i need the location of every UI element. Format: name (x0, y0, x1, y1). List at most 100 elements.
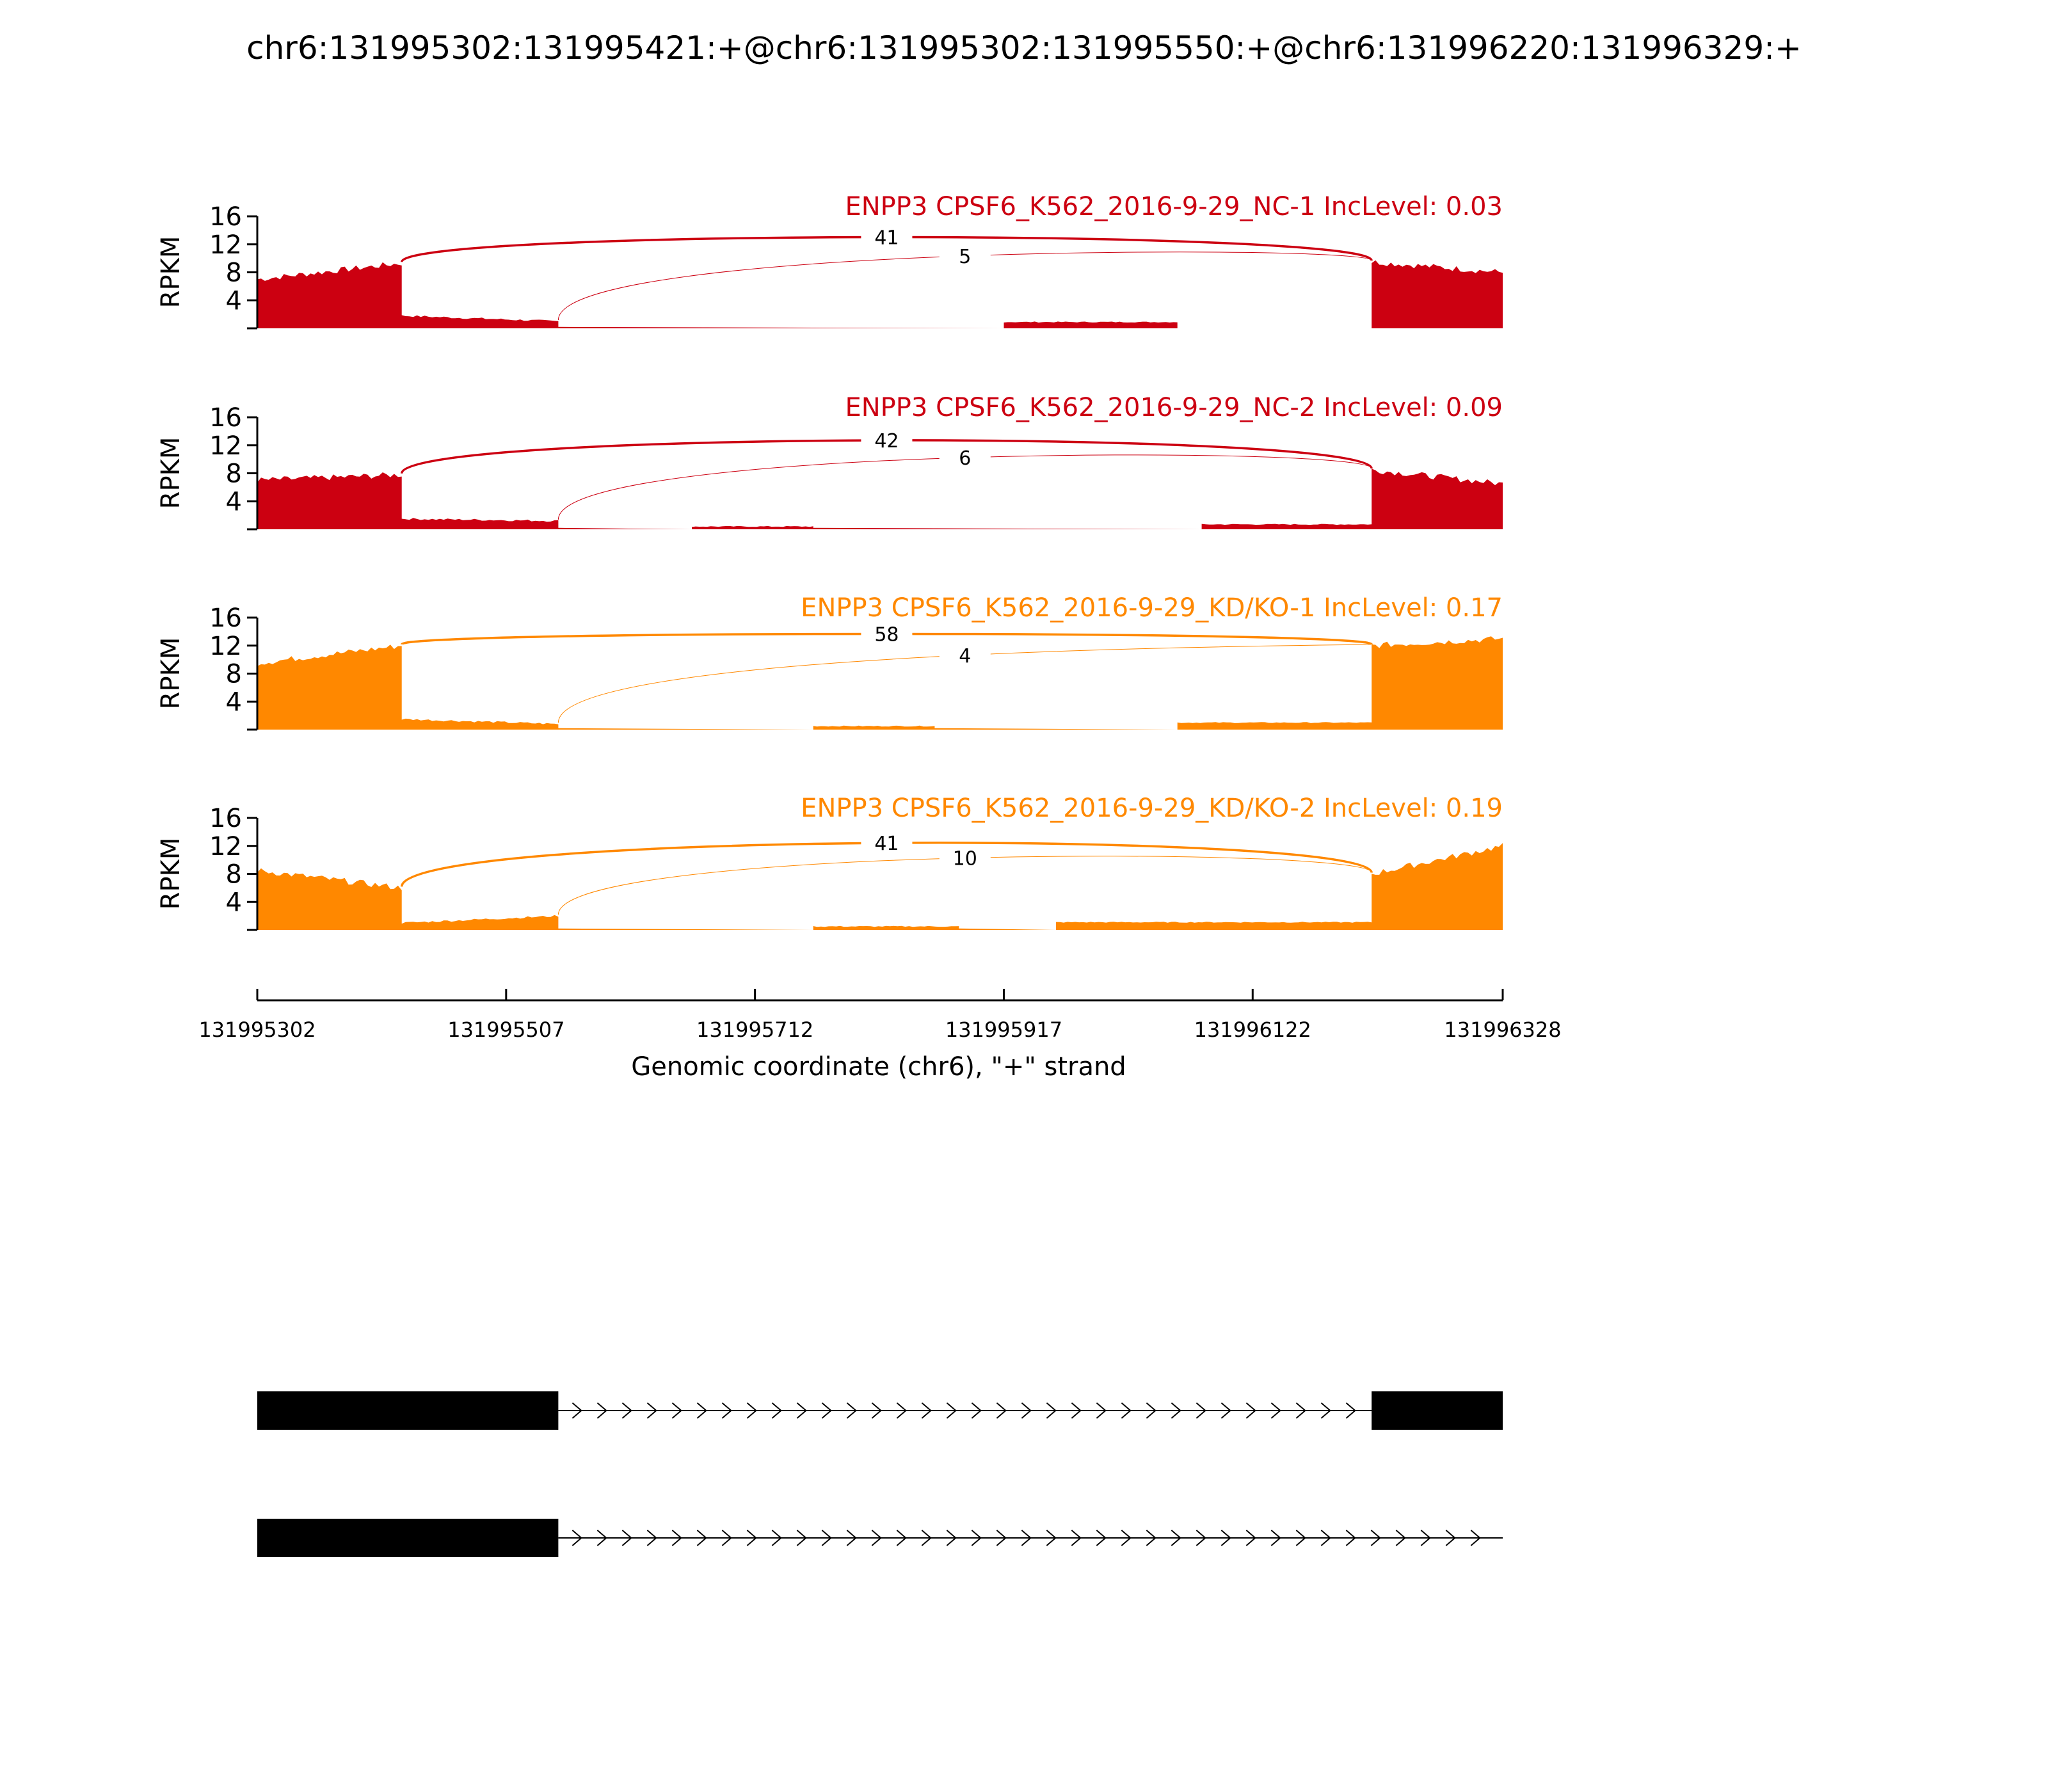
junction-label: 41 (874, 227, 899, 250)
strand-chevron (1171, 1402, 1181, 1419)
strand-chevron (572, 1530, 582, 1546)
strand-chevron (1470, 1530, 1481, 1546)
panel-label: ENPP3 CPSF6_K562_2016-9-29_KD/KO-2 IncLe… (801, 794, 1503, 823)
coverage-area (257, 468, 1503, 529)
y-axis-label: RPKM (156, 236, 186, 308)
strand-chevron (871, 1530, 882, 1546)
strand-chevron (1146, 1402, 1156, 1419)
exon-block (257, 1391, 559, 1430)
junction-label-bg (939, 643, 991, 667)
x-tick-label: 131995302 (198, 1018, 316, 1042)
x-tick-label: 131995712 (696, 1018, 813, 1042)
strand-chevron (996, 1402, 1007, 1419)
junction-label-bg (939, 846, 991, 870)
strand-chevron (1245, 1530, 1256, 1546)
strand-chevron (871, 1402, 882, 1419)
strand-chevron (1295, 1402, 1306, 1419)
strand-chevron (1220, 1530, 1231, 1546)
junction-label-bg (861, 622, 913, 646)
isoform (257, 1391, 1503, 1430)
strand-chevron (1395, 1530, 1406, 1546)
genomic-x-axis: 131995302 131995507 131995712 131995917 1319… (198, 989, 1562, 1042)
plot-title: chr6:131995302:131995421:+@chr6:13199530… (246, 29, 1802, 67)
strand-chevron (971, 1402, 982, 1419)
strand-chevron (1320, 1402, 1331, 1419)
strand-chevron (1096, 1530, 1107, 1546)
strand-chevron (1270, 1402, 1281, 1419)
panel-label: ENPP3 CPSF6_K562_2016-9-29_KD/KO-1 IncLe… (801, 593, 1503, 623)
strand-chevron (946, 1402, 957, 1419)
panel-label: ENPP3 CPSF6_K562_2016-9-29_NC-2 IncLevel… (845, 393, 1503, 422)
y-tick-label: 16 (209, 403, 242, 433)
strand-chevron (921, 1402, 932, 1419)
junction-label-bg (861, 225, 913, 249)
strand-chevron (696, 1402, 707, 1419)
junction-label: 5 (959, 246, 971, 268)
strand-chevron (771, 1402, 782, 1419)
strand-chevron (572, 1402, 582, 1419)
strand-chevron (1121, 1402, 1132, 1419)
y-tick-label: 16 (209, 804, 242, 833)
exon-block (257, 1519, 559, 1557)
strand-chevron (1345, 1530, 1356, 1546)
y-tick-label: 4 (226, 286, 242, 316)
strand-chevron (846, 1402, 857, 1419)
strand-chevron (1270, 1530, 1281, 1546)
strand-chevron (1245, 1402, 1256, 1419)
y-tick-label: 12 (209, 832, 242, 861)
strand-chevron (746, 1402, 757, 1419)
y-axis-label: RPKM (156, 838, 186, 910)
strand-chevron (1445, 1530, 1456, 1546)
y-tick-label: 8 (226, 860, 242, 890)
junction-label-bg (861, 831, 913, 855)
strand-chevron (1370, 1530, 1381, 1546)
junction-label: 42 (874, 430, 899, 452)
strand-chevron (771, 1530, 782, 1546)
y-tick-label: 4 (226, 487, 242, 516)
strand-chevron (796, 1402, 807, 1419)
strand-chevron (646, 1402, 657, 1419)
strand-chevron (671, 1530, 682, 1546)
strand-chevron (1196, 1402, 1206, 1419)
junction-label: 58 (874, 623, 899, 646)
strand-chevron (1295, 1530, 1306, 1546)
y-tick-label: 4 (226, 888, 242, 917)
strand-chevron (1420, 1530, 1431, 1546)
strand-chevron (921, 1530, 932, 1546)
strand-chevron (721, 1530, 732, 1546)
strand-chevron (896, 1530, 907, 1546)
strand-chevron (896, 1402, 907, 1419)
strand-chevron (1320, 1530, 1331, 1546)
junction-label: 6 (959, 447, 971, 470)
strand-chevron (1046, 1530, 1057, 1546)
junction-label: 10 (953, 848, 977, 870)
strand-chevron (1171, 1530, 1181, 1546)
isoform (257, 1519, 1503, 1557)
junction-label: 4 (959, 645, 971, 668)
strand-chevron (596, 1402, 607, 1419)
y-tick-label: 16 (209, 604, 242, 633)
x-tick-label: 131996328 (1444, 1018, 1561, 1042)
coverage-area (257, 260, 1503, 328)
strand-chevron (1046, 1402, 1057, 1419)
y-tick-label: 8 (226, 660, 242, 689)
y-axis-label: RPKM (156, 637, 186, 710)
strand-chevron (721, 1402, 732, 1419)
strand-chevron (821, 1402, 832, 1419)
x-tick-label: 131995917 (945, 1018, 1062, 1042)
strand-chevron (846, 1530, 857, 1546)
strand-chevron (946, 1530, 957, 1546)
coverage-area (257, 636, 1503, 730)
strand-chevron (1121, 1530, 1132, 1546)
strand-chevron (621, 1530, 632, 1546)
strand-chevron (971, 1530, 982, 1546)
strand-chevron (746, 1530, 757, 1546)
strand-chevron (1220, 1402, 1231, 1419)
strand-chevron (796, 1530, 807, 1546)
strand-chevron (646, 1530, 657, 1546)
y-tick-label: 8 (226, 460, 242, 489)
